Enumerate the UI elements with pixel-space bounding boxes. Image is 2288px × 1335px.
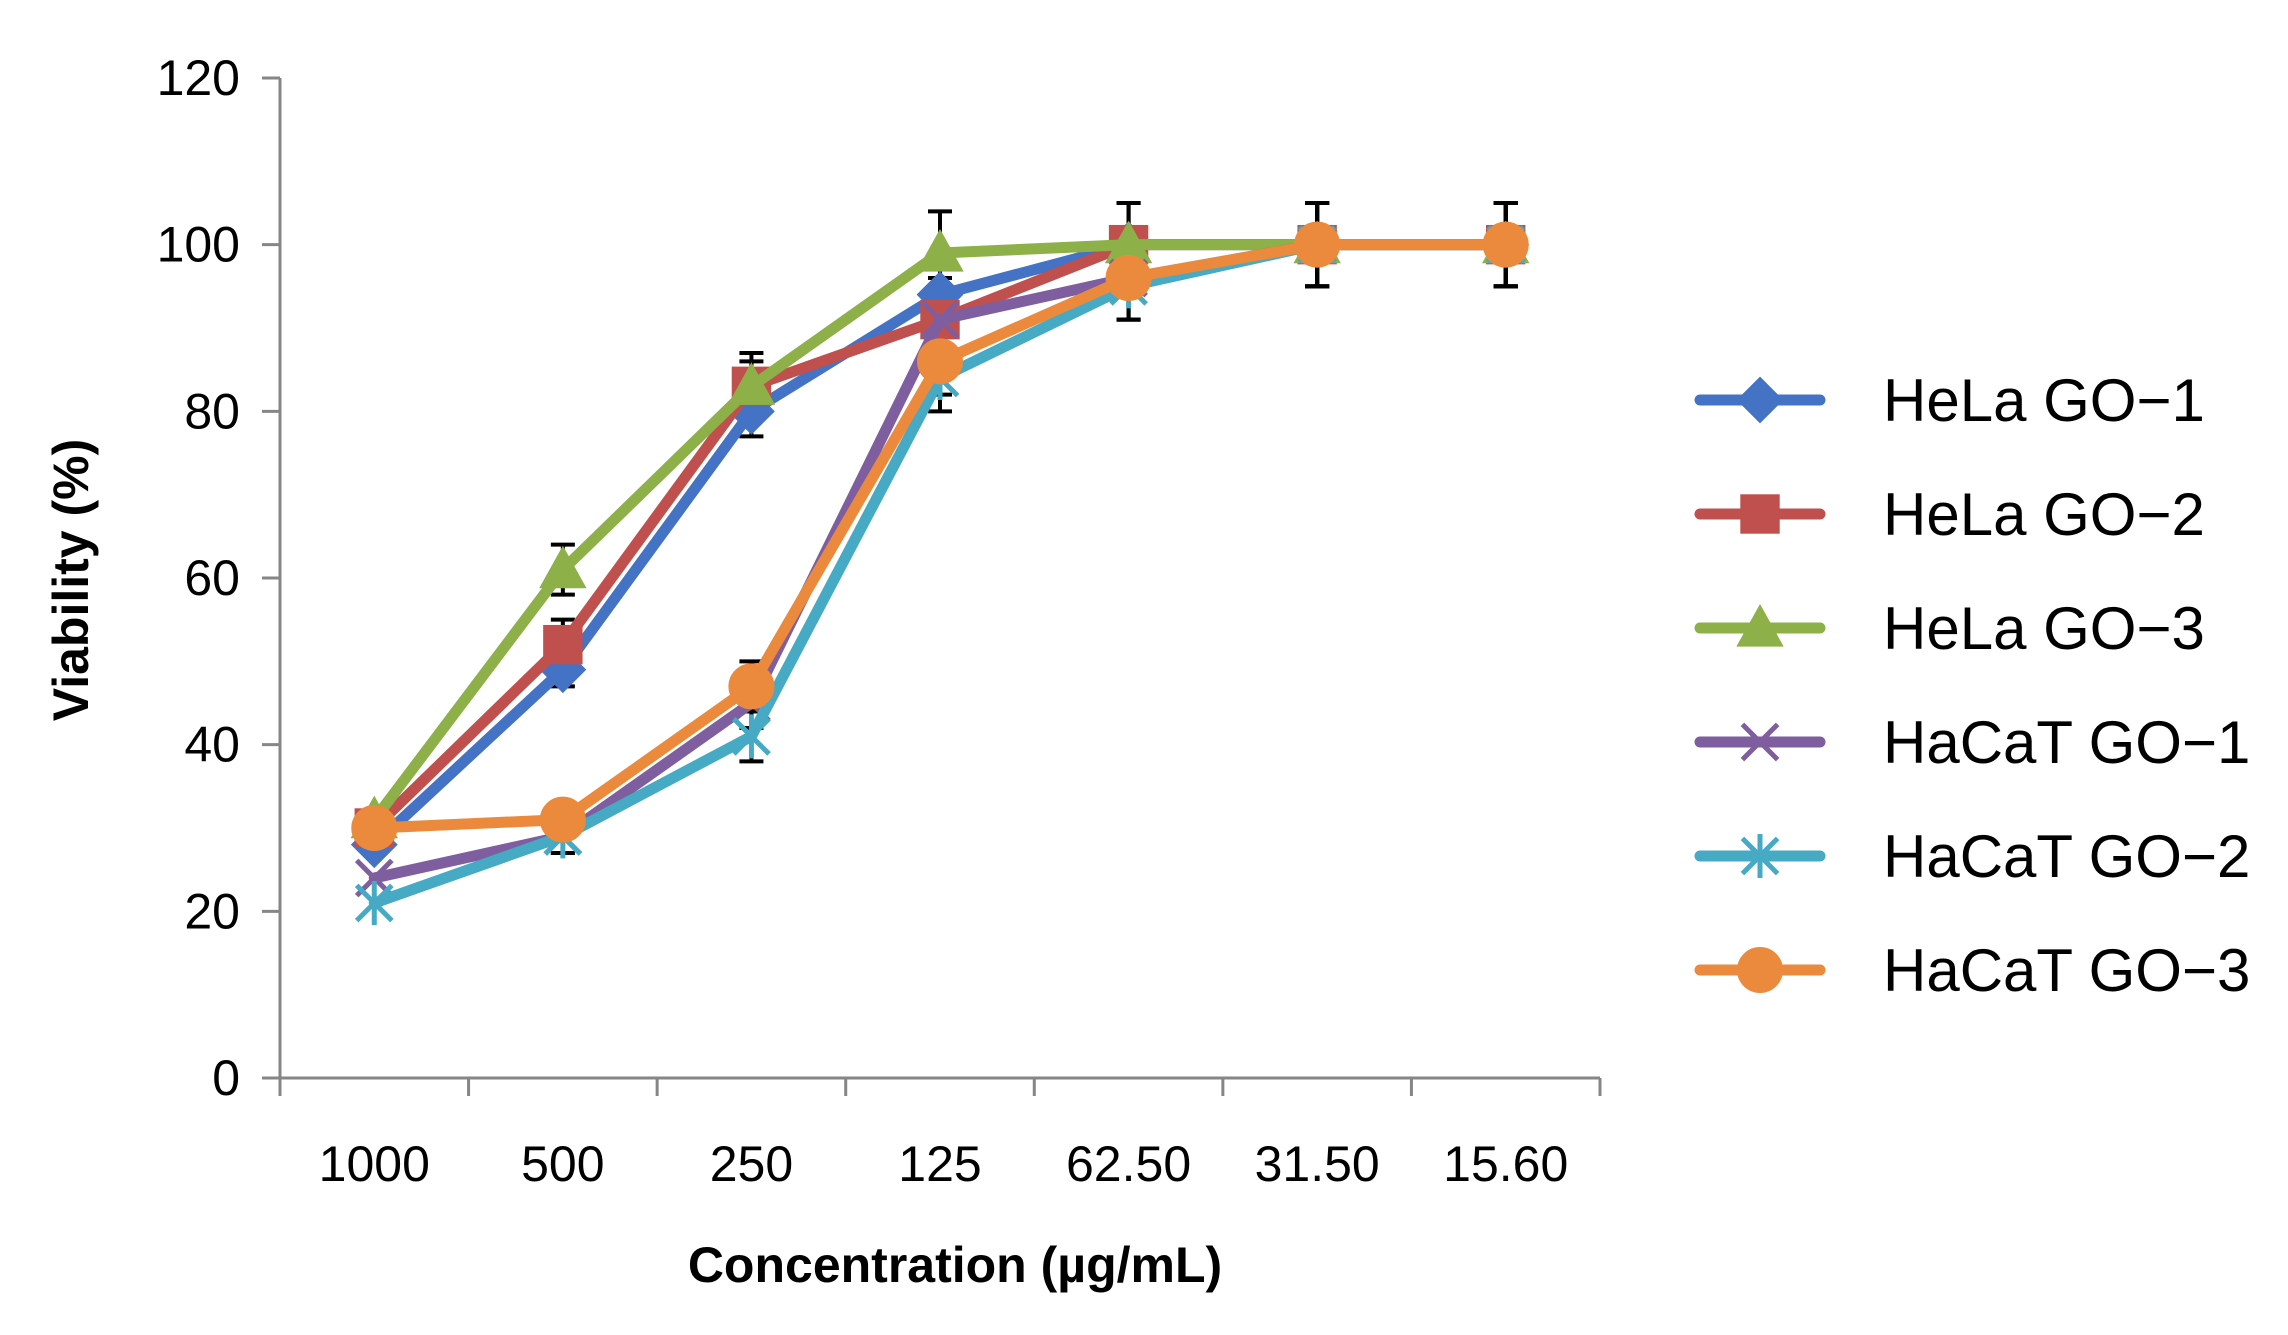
legend-label: HaCaT GO−1: [1883, 709, 2250, 776]
data-series: [350, 220, 1530, 925]
data-point: [732, 714, 771, 759]
data-point: [354, 881, 394, 925]
legend: HeLa GO−1 HeLa GO−2 HeLa GO−3 HaCaT GO−1 HaC…: [1694, 367, 2250, 1004]
legend-entry: HaCaT GO−2: [1694, 823, 2250, 890]
legend-marker: [1736, 603, 1784, 647]
series-4: [354, 225, 1526, 898]
legend-label: HeLa GO−3: [1883, 595, 2205, 662]
data-point: [1105, 255, 1152, 301]
y-tick-label: 120: [157, 50, 240, 106]
legend-entry: HaCaT GO−3: [1694, 937, 2250, 1004]
y-tick-label: 0: [212, 1050, 240, 1106]
legend-entry: HeLa GO−3: [1694, 595, 2205, 662]
data-point: [351, 805, 398, 851]
legend-label: HaCaT GO−3: [1883, 937, 2250, 1004]
x-tick-label: 15.60: [1443, 1136, 1568, 1192]
x-axis-title: Concentration (µg/mL): [688, 1237, 1222, 1293]
y-tick-label: 80: [184, 383, 240, 439]
x-tick-label: 31.50: [1255, 1136, 1380, 1192]
data-point: [539, 545, 587, 589]
data-point: [728, 663, 775, 710]
x-tick-label: 1000: [319, 1136, 430, 1192]
y-axis-title: Viability (%): [43, 439, 99, 721]
legend-entry: HaCaT GO−1: [1694, 709, 2250, 776]
data-point: [543, 624, 583, 665]
y-tick-label: 100: [157, 217, 240, 273]
x-tick-label: 500: [521, 1136, 604, 1192]
y-tick-label: 20: [184, 883, 240, 939]
legend-label: HeLa GO−1: [1883, 367, 2205, 434]
legend-marker: [1740, 494, 1780, 534]
legend-entry: HeLa GO−1: [1694, 367, 2205, 434]
y-tick-label: 40: [184, 717, 240, 773]
x-tick-label: 62.50: [1066, 1136, 1191, 1192]
y-tick-label: 60: [184, 550, 240, 606]
data-point: [727, 362, 776, 405]
legend-entry: HeLa GO−2: [1694, 481, 2205, 548]
data-point: [916, 228, 964, 272]
legend-label: HaCaT GO−2: [1883, 823, 2250, 890]
series-6: [351, 221, 1529, 851]
data-point: [917, 338, 963, 385]
data-point: [1294, 221, 1341, 268]
x-tick-label: 250: [710, 1136, 793, 1192]
chart-axes: 0 20 40 60 80 100 120 1000 500 250 125 62.50 31.50 15…: [157, 50, 1602, 1192]
data-point: [920, 300, 960, 340]
legend-marker: [1740, 834, 1780, 878]
axis-titles: Concentration (µg/mL) Viability (%): [43, 439, 1222, 1293]
legend-marker: [1740, 722, 1780, 762]
legend-label: HeLa GO−2: [1883, 481, 2205, 548]
data-point: [1482, 221, 1529, 268]
data-point: [539, 796, 586, 843]
legend-marker: [1737, 947, 1783, 993]
legend-marker: [1736, 376, 1784, 424]
x-tick-label: 125: [898, 1136, 981, 1192]
